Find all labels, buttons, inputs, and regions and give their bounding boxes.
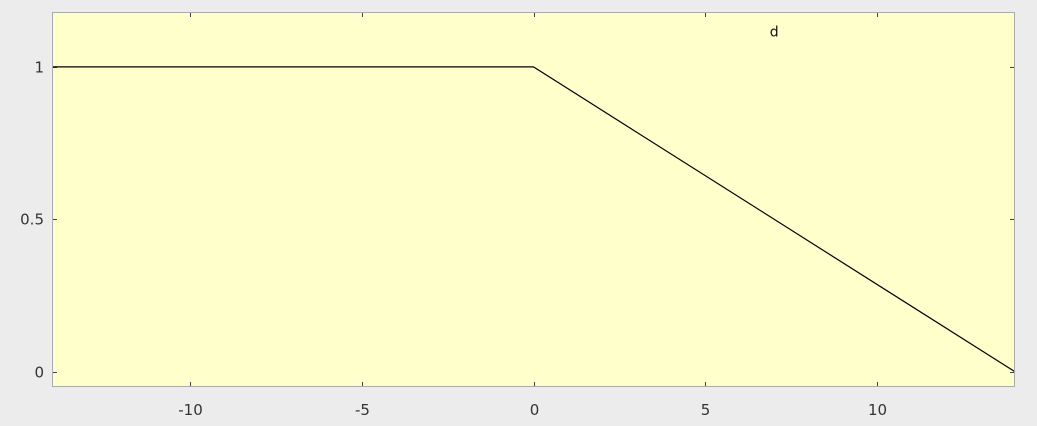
x-tick-label: 0 xyxy=(530,401,540,419)
x-tick-label: 10 xyxy=(868,401,887,419)
series-lines xyxy=(52,66,1016,373)
x-tick-label: -10 xyxy=(178,401,203,419)
tick-labels: -10 -5 0 5 10 0 0.5 1 xyxy=(20,59,887,420)
y-tick-label: 0.5 xyxy=(20,211,44,229)
x-tick-label: 5 xyxy=(701,401,711,419)
x-tick-label: -5 xyxy=(355,401,370,419)
series-line xyxy=(52,66,1016,373)
annotations: d xyxy=(770,24,779,40)
y-tick-label: 1 xyxy=(34,59,44,77)
plot-area xyxy=(52,12,1015,387)
annotation-label: d xyxy=(770,24,779,40)
plot-frame xyxy=(52,12,1015,387)
y-tick-label: 0 xyxy=(34,364,44,382)
